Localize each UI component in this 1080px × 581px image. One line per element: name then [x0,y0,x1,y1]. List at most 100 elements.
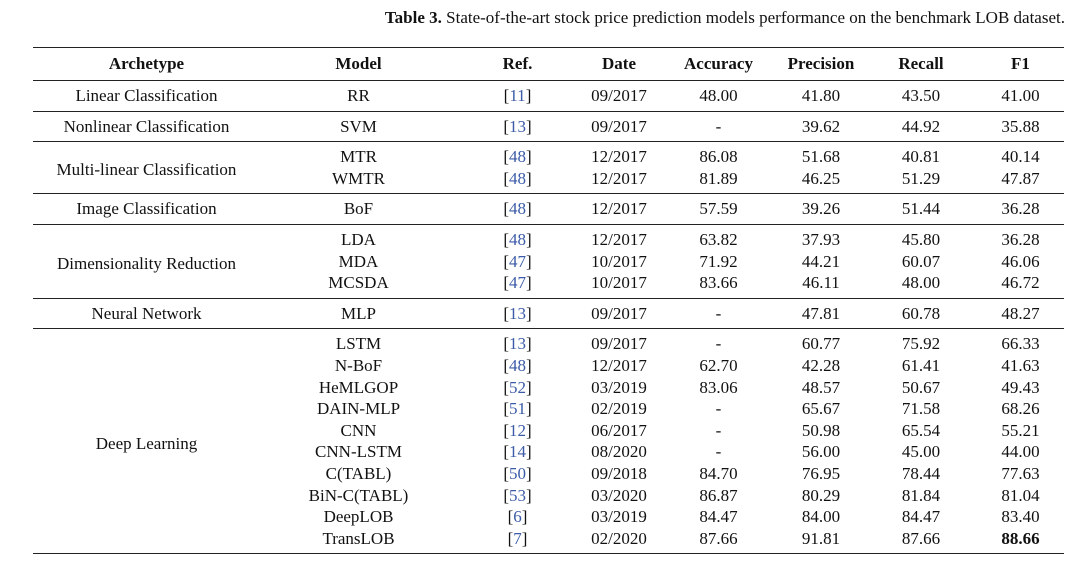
recall-cell: 81.84 [901,485,941,505]
ref-bracket-open: [ [503,86,510,105]
ref-link[interactable]: 13 [509,116,526,136]
ref-link[interactable]: 13 [509,303,526,323]
table-group: Dimensionality Reduction LDA [48] 12/2017 63… [33,224,1064,299]
table-row: BiN-C(TABL) [53] 03/2020 86.87 80.29 81.84 81.… [33,485,1064,507]
model-cell: C(TABL) [325,463,392,483]
table-group: Image Classification BoF [48] 12/2017 57.59 3… [33,194,1064,225]
ref-bracket-close: ] [526,463,532,483]
ref-bracket-open: [ [503,168,509,188]
recall-cell: 44.92 [901,116,941,136]
ref-cell: [48] [457,142,578,168]
date-cell: 12/2017 [591,147,647,167]
archetype-cell: Nonlinear Classification [63,116,230,136]
ref-bracket-close: ] [526,334,532,354]
ref-link[interactable]: 53 [509,485,526,505]
ref-link[interactable]: 48 [509,355,526,375]
model-cell: TransLOB [322,528,395,548]
ref-cell: [14] [457,441,578,463]
ref-bracket-close: ] [526,199,532,219]
ref-bracket-open: [ [503,273,509,293]
ref-bracket-close: ] [521,507,528,527]
ref-link[interactable]: 47 [509,273,526,293]
ref-link[interactable]: 48 [509,229,526,249]
ref-link[interactable]: 11 [509,86,526,105]
ref-cell: [50] [457,463,578,485]
accuracy-cell: - [715,442,722,462]
model-cell: DeepLOB [323,507,394,527]
ref-bracket-open: [ [503,420,509,440]
table-group: Multi-linear Classification MTR [48] 12/201… [33,142,1064,194]
date-cell: 10/2017 [591,251,647,271]
f1-cell: 36.28 [1001,199,1040,219]
ref-bracket-close: ] [526,251,532,271]
f1-cell: 44.00 [1001,442,1040,462]
date-cell: 03/2020 [591,485,647,505]
table-row: MCSDA [47] 10/2017 83.66 46.11 48.00 46.72 [33,272,1064,298]
date-cell: 03/2019 [591,377,647,397]
ref-cell: [53] [457,485,578,507]
table-header: Archetype Model Ref. Date Accuracy Preci… [33,47,1064,81]
date-cell: 09/2017 [591,116,647,136]
precision-cell: 56.00 [801,442,841,462]
ref-bracket-close: ] [525,86,532,105]
ref-bracket-open: [ [503,355,509,375]
model-cell: SVM [340,116,377,136]
table-row: CNN [12] 06/2017 - 50.98 65.54 55.21 [33,420,1064,442]
model-cell: N-BoF [334,355,383,375]
header-f1: F1 [1011,54,1030,73]
archetype-cell: Linear Classification [75,86,218,105]
f1-cell: 47.87 [1001,168,1040,188]
ref-cell: [12] [457,420,578,442]
archetype-cell: Dimensionality Reduction [57,253,236,273]
ref-link[interactable]: 47 [509,251,526,271]
ref-link[interactable]: 7 [513,528,522,548]
ref-link[interactable]: 48 [509,168,526,188]
table-row: MDA [47] 10/2017 71.92 44.21 60.07 46.06 [33,251,1064,273]
precision-cell: 65.67 [801,399,841,419]
ref-link[interactable]: 13 [509,334,526,354]
f1-cell: 88.66 [1001,528,1040,548]
table-group: Linear Classification RR [11] 09/2017 48.00 4… [33,81,1064,112]
ref-bracket-close: ] [526,303,532,323]
ref-link[interactable]: 51 [509,399,526,419]
ref-link[interactable]: 12 [509,420,526,440]
ref-bracket-open: [ [503,199,509,219]
ref-link[interactable]: 14 [509,442,526,462]
ref-bracket-close: ] [526,485,532,505]
table-row: WMTR [48] 12/2017 81.89 46.25 51.29 47.87 [33,168,1064,194]
ref-cell: [48] [457,355,578,377]
f1-cell: 36.28 [1001,229,1040,249]
header-ref: Ref. [502,54,533,73]
model-cell: DAIN-MLP [316,399,401,419]
date-cell: 12/2017 [591,199,647,219]
precision-cell: 51.68 [801,147,841,167]
ref-link[interactable]: 50 [509,463,526,483]
recall-cell: 60.78 [901,303,941,323]
table-group: Deep Learning LSTM [13] 09/2017-60.77 75.92 6… [33,329,1064,554]
model-cell: RR [347,86,370,105]
archetype-cell: Image Classification [76,199,217,219]
recall-cell: 78.44 [901,463,941,483]
caption-text: State-of-the-art stock price prediction … [446,8,1065,27]
accuracy-cell: - [715,399,722,419]
recall-cell: 61.41 [901,355,941,375]
precision-cell: 60.77 [801,334,841,354]
ref-link[interactable]: 6 [513,507,522,527]
ref-link[interactable]: 48 [509,147,526,167]
ref-cell: [47] [457,251,578,273]
ref-bracket-close: ] [526,399,532,419]
ref-bracket-close: ] [526,377,532,397]
accuracy-cell: 81.89 [699,168,738,188]
accuracy-cell: 84.70 [699,463,738,483]
ref-bracket-open: [ [503,442,509,462]
accuracy-cell: 57.59 [699,199,738,219]
ref-cell: [11] [457,81,578,112]
ref-link[interactable]: 52 [509,377,526,397]
precision-cell: 84.00 [801,507,841,527]
precision-cell: 42.28 [801,355,841,375]
ref-link[interactable]: 48 [509,199,526,219]
table-row: Nonlinear Classification SVM [13] 09/2017 - 3… [33,111,1064,142]
date-cell: 10/2017 [591,273,647,293]
precision-cell: 37.93 [801,229,841,249]
accuracy-cell: - [715,116,722,136]
